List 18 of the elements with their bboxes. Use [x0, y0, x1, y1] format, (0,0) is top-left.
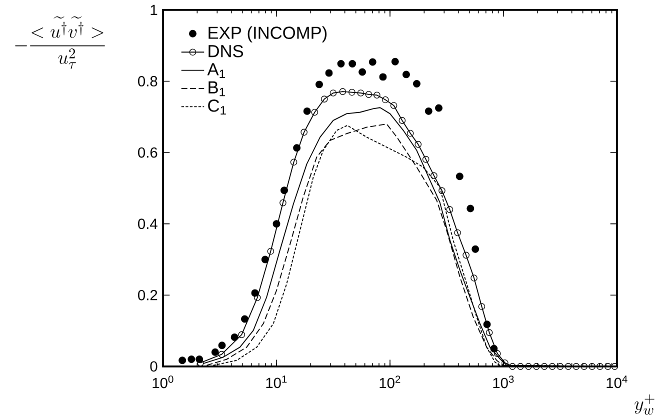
y-axis-title: $-\frac{<\widetilde{u^\dagger}\widetilde{v^\dagger}>}{u_\tau^2}$	[15, 16, 105, 68]
x-axis-title: $y_w^+$	[634, 394, 654, 414]
x-tick-label: 10$^{3}$	[493, 375, 514, 388]
legend-label: DNS	[208, 44, 244, 58]
y-tick-label: 0.2	[138, 290, 158, 300]
y-tick-label: 1	[150, 4, 158, 15]
x-tick-label: 10$^{4}$	[606, 375, 628, 388]
legend-label: A$_{1}$	[207, 63, 225, 78]
x-tick-label: 10$^{1}$	[266, 375, 287, 388]
y-tick-label: 0.4	[138, 218, 158, 229]
legend-label: C$_{1}$	[208, 99, 226, 114]
x-tick-label: 10$^{0}$	[152, 375, 174, 388]
y-tick-label: 0.6	[138, 147, 158, 158]
y-tick-label: 0.8	[138, 76, 158, 86]
legend-label: B$_{1}$	[208, 81, 225, 96]
y-tick-label: 0	[150, 361, 158, 372]
x-tick-label: 10$^{2}$	[380, 375, 400, 388]
legend-label: EXP (INCOMP)	[208, 26, 327, 42]
